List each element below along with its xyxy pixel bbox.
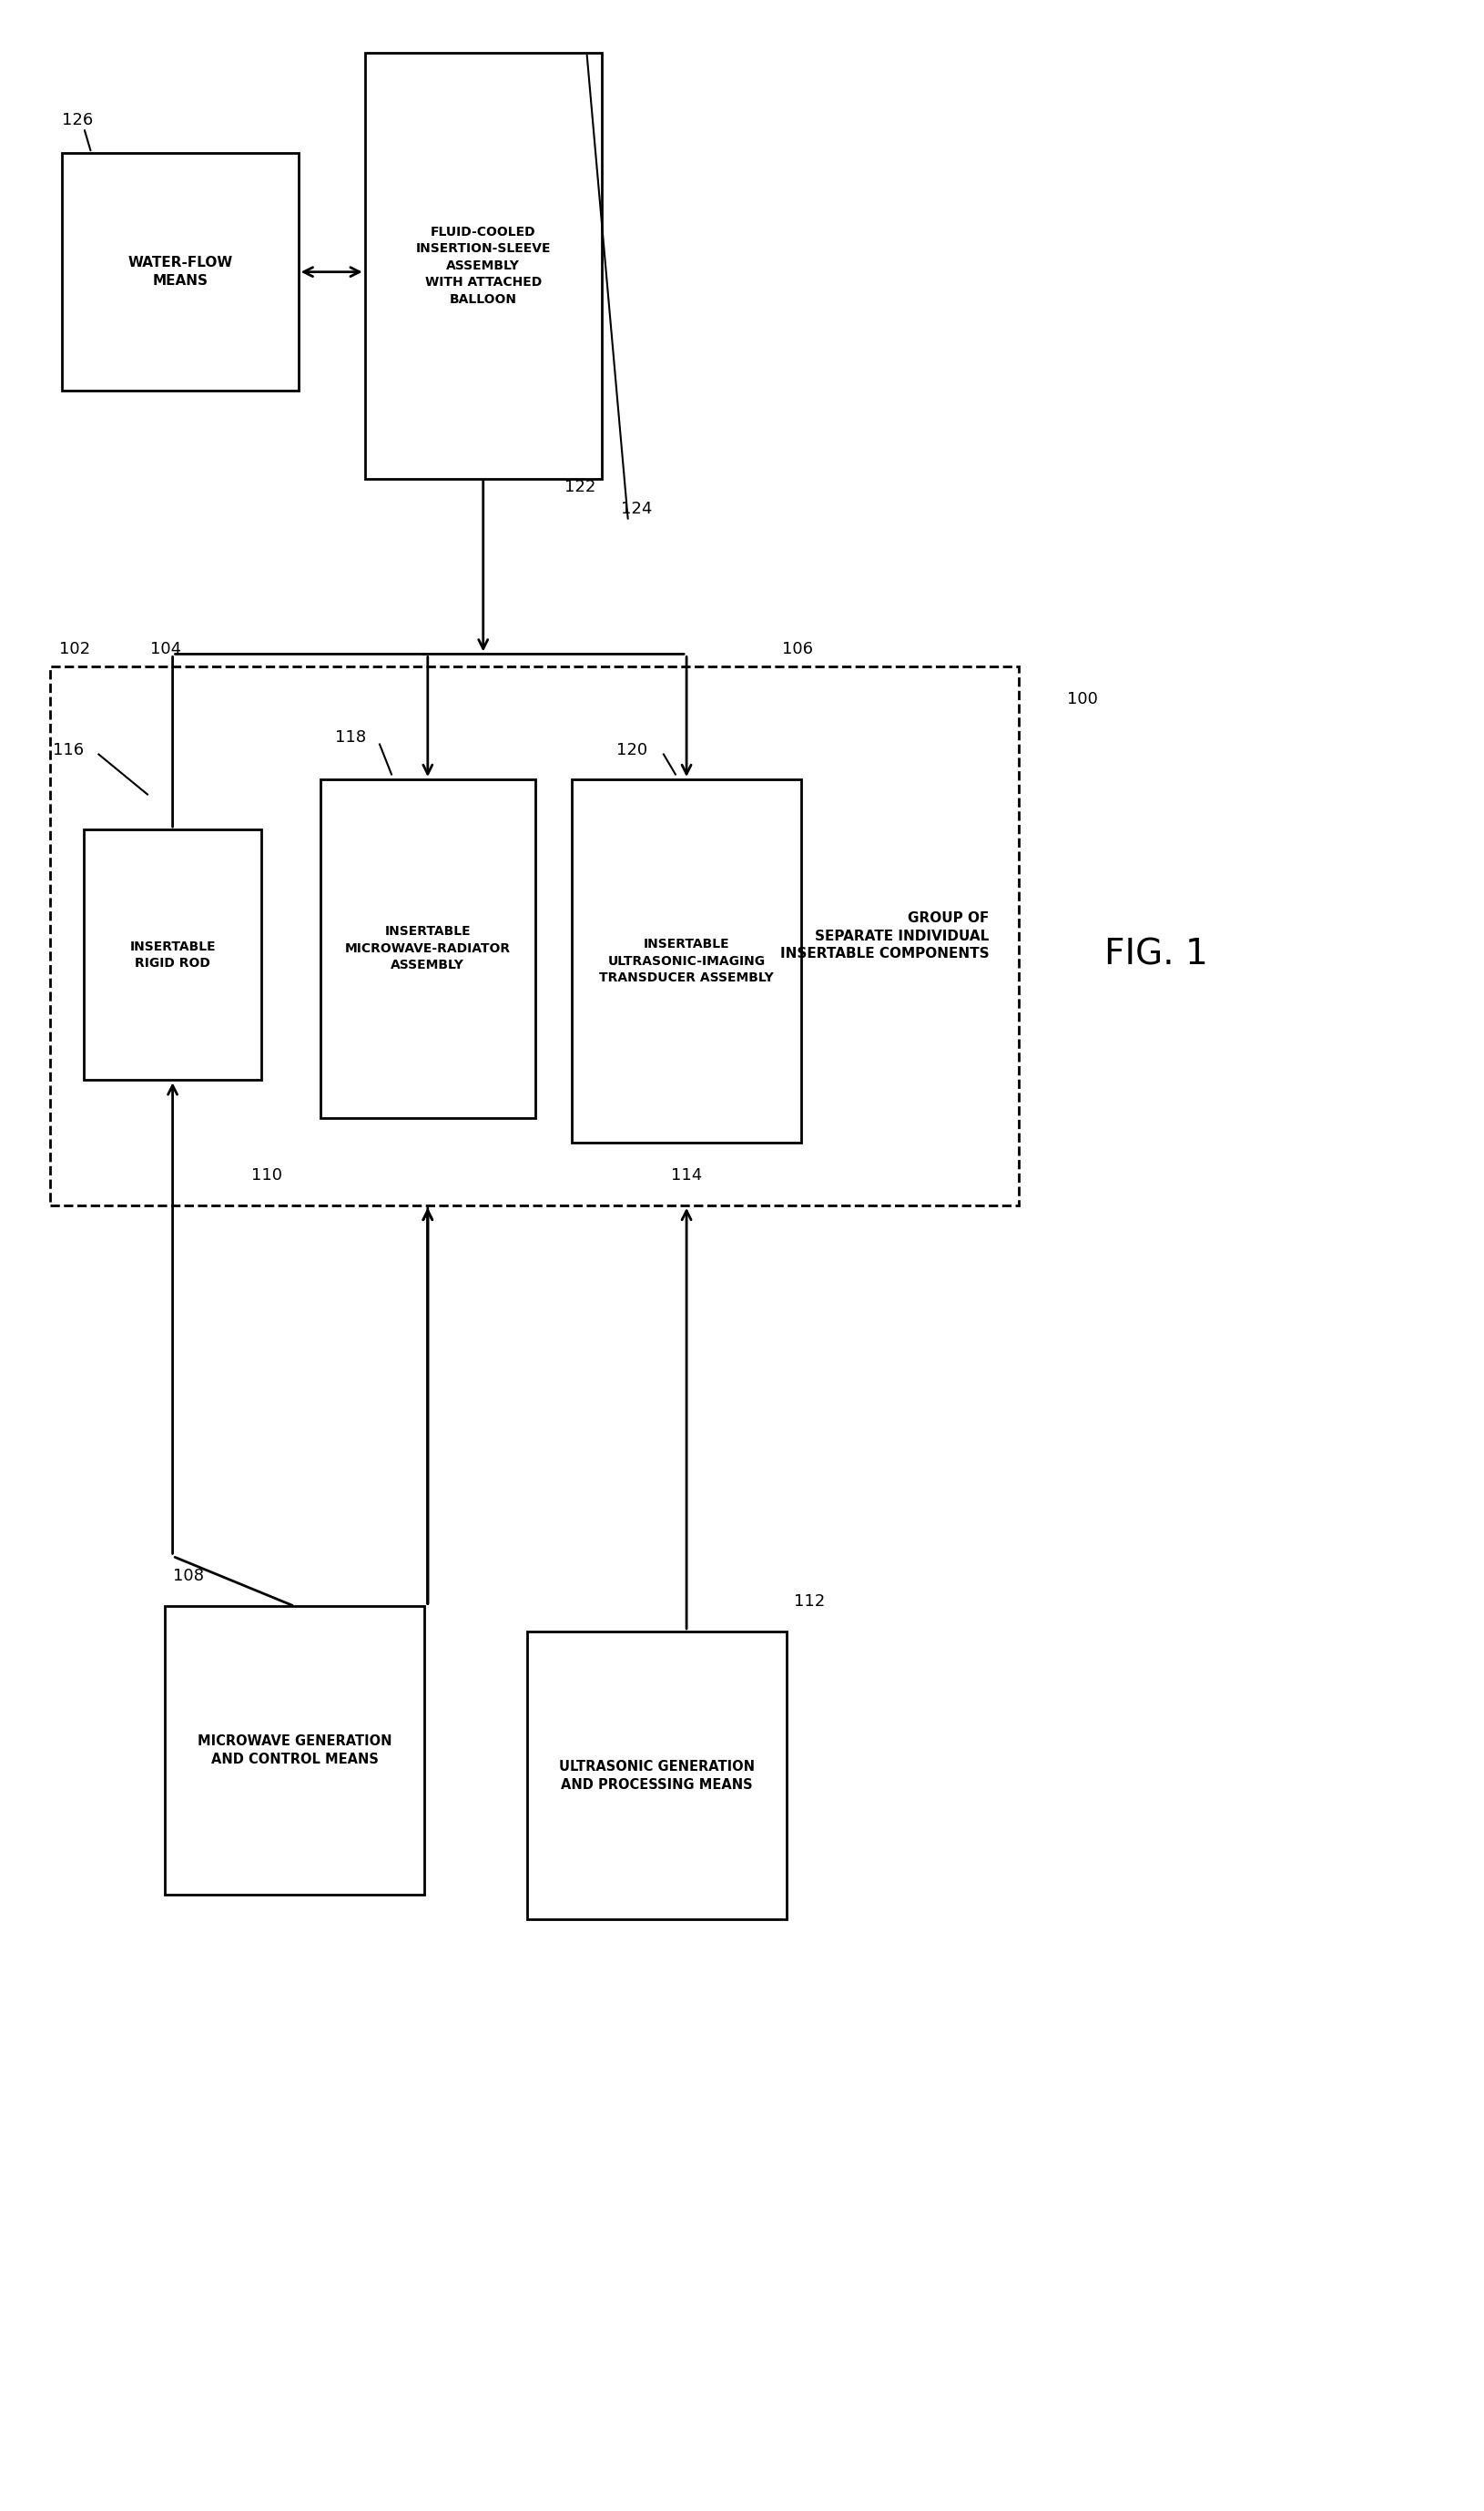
Text: INSERTABLE
RIGID ROD: INSERTABLE RIGID ROD [129, 939, 215, 969]
Text: GROUP OF
SEPARATE INDIVIDUAL
INSERTABLE COMPONENTS: GROUP OF SEPARATE INDIVIDUAL INSERTABLE … [781, 911, 988, 962]
Text: 102: 102 [59, 640, 91, 658]
Text: 114: 114 [671, 1168, 702, 1185]
Text: 116: 116 [53, 741, 85, 758]
Text: 106: 106 [782, 640, 813, 658]
FancyBboxPatch shape [165, 1607, 424, 1893]
Text: 120: 120 [616, 741, 647, 758]
Text: 104: 104 [150, 640, 181, 658]
Text: ULTRASONIC GENERATION
AND PROCESSING MEANS: ULTRASONIC GENERATION AND PROCESSING MEA… [559, 1760, 755, 1790]
Text: 124: 124 [620, 500, 651, 517]
Text: 126: 126 [62, 113, 93, 128]
FancyBboxPatch shape [50, 665, 1018, 1205]
Text: 112: 112 [794, 1592, 825, 1610]
Text: 100: 100 [1067, 691, 1098, 708]
Text: FLUID-COOLED
INSERTION-SLEEVE
ASSEMBLY
WITH ATTACHED
BALLOON: FLUID-COOLED INSERTION-SLEEVE ASSEMBLY W… [416, 226, 551, 306]
Text: 110: 110 [251, 1168, 282, 1185]
Text: 122: 122 [564, 480, 595, 495]
FancyBboxPatch shape [527, 1632, 787, 1918]
Text: MICROWAVE GENERATION
AND CONTROL MEANS: MICROWAVE GENERATION AND CONTROL MEANS [197, 1735, 392, 1765]
FancyBboxPatch shape [85, 829, 261, 1080]
Text: 118: 118 [335, 728, 367, 746]
FancyBboxPatch shape [62, 153, 298, 392]
FancyBboxPatch shape [321, 778, 534, 1117]
Text: INSERTABLE
ULTRASONIC-IMAGING
TRANSDUCER ASSEMBLY: INSERTABLE ULTRASONIC-IMAGING TRANSDUCER… [600, 939, 773, 984]
FancyBboxPatch shape [365, 53, 601, 480]
FancyBboxPatch shape [571, 778, 801, 1143]
Text: FIG. 1: FIG. 1 [1104, 937, 1208, 972]
Text: WATER-FLOW
MEANS: WATER-FLOW MEANS [128, 256, 233, 289]
Text: 108: 108 [172, 1567, 203, 1584]
Text: INSERTABLE
MICROWAVE-RADIATOR
ASSEMBLY: INSERTABLE MICROWAVE-RADIATOR ASSEMBLY [344, 927, 510, 972]
